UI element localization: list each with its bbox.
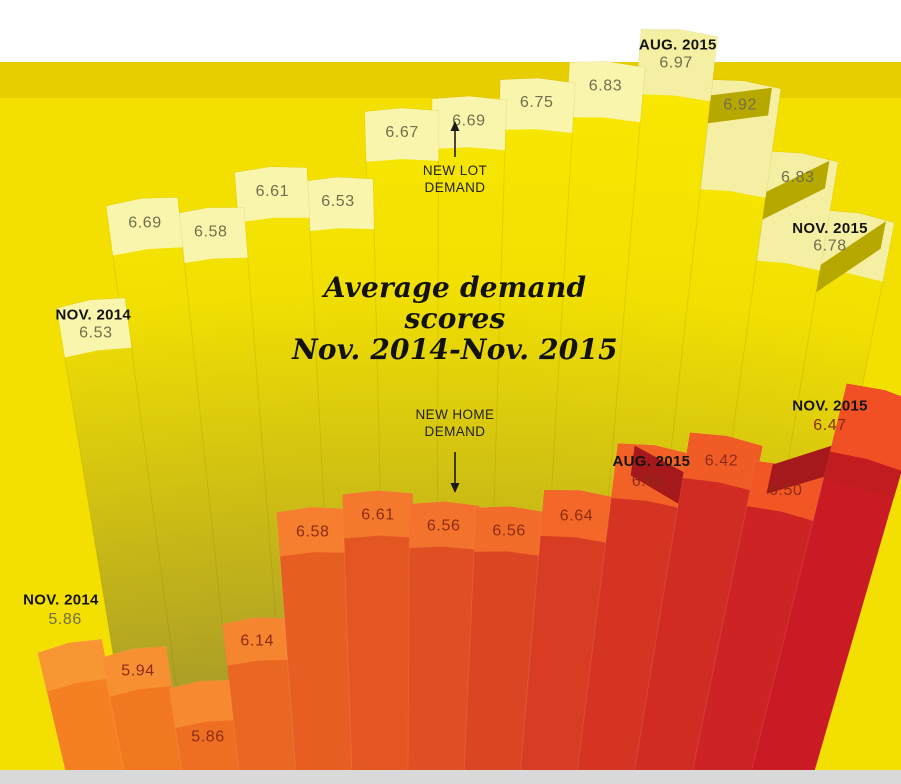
home-demand-bar <box>575 442 691 784</box>
bottom-gray-strip <box>0 770 901 784</box>
home-bar-cap <box>830 383 901 471</box>
lot-value-label: 6.61 <box>256 183 290 200</box>
title-line-2: scores <box>404 302 506 335</box>
lot-date-label: NOV. 2015 <box>792 220 868 237</box>
home-bar-cap <box>102 646 172 697</box>
home-date-label: NOV. 2015 <box>792 398 868 415</box>
home-bar-cap <box>222 617 291 666</box>
lot-value-label: 6.75 <box>520 94 554 111</box>
lot-value-label: 6.53 <box>321 193 355 210</box>
home-value-label: 6.58 <box>296 523 330 540</box>
lot-value-label: 6.83 <box>781 169 815 186</box>
home-bar-cap <box>474 506 546 557</box>
home-value-label: 6.64 <box>632 473 666 490</box>
home-value-label: 6.56 <box>492 523 526 540</box>
title-line-3: Nov. 2014-Nov. 2015 <box>292 333 618 366</box>
home-bar-side-face <box>766 445 832 494</box>
home-bar-side-face <box>630 445 684 504</box>
new-home-line-2: DEMAND <box>424 424 486 439</box>
home-date-label: AUG. 2015 <box>613 453 691 470</box>
home-date-label: NOV. 2014 <box>23 592 99 609</box>
annotation-arrows <box>450 121 460 493</box>
lot-value-label: 6.53 <box>79 325 113 342</box>
lot-bar-cap <box>636 29 718 102</box>
home-value-label: 5.86 <box>48 611 82 628</box>
home-demand-bar <box>276 506 356 784</box>
lot-bar-cap <box>432 96 507 151</box>
home-value-label: 6.42 <box>705 453 739 470</box>
home-bar-cap <box>276 507 348 557</box>
home-value-label: 5.86 <box>191 729 225 746</box>
home-bar-cap <box>37 639 110 692</box>
lot-value-label: 6.78 <box>813 238 847 255</box>
home-value-label: 6.56 <box>427 518 461 535</box>
home-bar-cap <box>169 680 237 729</box>
home-bar-shade-band <box>823 451 901 498</box>
title-line-1: Average demand <box>323 271 587 304</box>
fan-bars-layer <box>37 28 901 784</box>
home-value-label: 6.50 <box>769 482 803 499</box>
lot-bar-cap <box>566 61 645 123</box>
home-bar-cap <box>540 490 615 544</box>
home-bar-cap <box>409 501 480 550</box>
lot-value-label: 6.69 <box>452 112 486 129</box>
home-bar-cap <box>342 490 413 539</box>
lot-bar-side-face <box>707 87 772 124</box>
new-home-line-1: NEW HOME <box>415 407 495 422</box>
lot-date-label: AUG. 2015 <box>639 37 717 54</box>
chart-title: Average demand scores Nov. 2014-Nov. 201… <box>235 272 675 365</box>
new-lot-demand-callout: NEW LOT DEMAND <box>375 162 535 196</box>
lot-bar-cap <box>106 197 183 256</box>
home-value-label: 5.94 <box>121 662 155 679</box>
lot-value-label: 6.69 <box>128 214 162 231</box>
new-lot-line-1: NEW LOT <box>422 163 488 178</box>
lot-value-label: 6.83 <box>589 78 623 95</box>
home-demand-bar <box>631 432 764 784</box>
lot-bar-cap <box>56 298 132 358</box>
new-lot-line-2: DEMAND <box>424 180 486 195</box>
lot-bar-cap <box>234 166 310 223</box>
home-value-label: 6.47 <box>813 417 847 434</box>
lot-bar-side-face <box>816 221 886 293</box>
lot-value-label: 6.58 <box>194 224 228 241</box>
home-demand-bar <box>341 490 414 784</box>
home-bar-cap <box>682 432 763 492</box>
new-lot-arrow-head-icon <box>450 121 460 131</box>
lot-bar-cap <box>301 177 375 232</box>
home-value-label: 6.64 <box>560 507 594 524</box>
lot-date-label: NOV. 2014 <box>56 307 132 324</box>
lot-bar-cap <box>364 108 439 162</box>
new-home-arrow-head-icon <box>450 483 460 493</box>
home-value-label: 6.61 <box>361 507 395 524</box>
new-home-demand-callout: NEW HOME DEMAND <box>375 406 535 440</box>
lot-value-label: 6.92 <box>723 97 757 114</box>
lot-value-label: 6.97 <box>659 55 693 72</box>
home-value-label: 6.14 <box>240 633 274 650</box>
lot-bar-cap <box>172 207 248 264</box>
fan-labels-layer: NOV. 20146.536.696.586.616.536.676.696.7… <box>23 37 868 746</box>
lot-bar-side-face <box>762 160 830 220</box>
lot-value-label: 6.67 <box>385 124 419 141</box>
lot-bar-cap <box>499 78 576 133</box>
